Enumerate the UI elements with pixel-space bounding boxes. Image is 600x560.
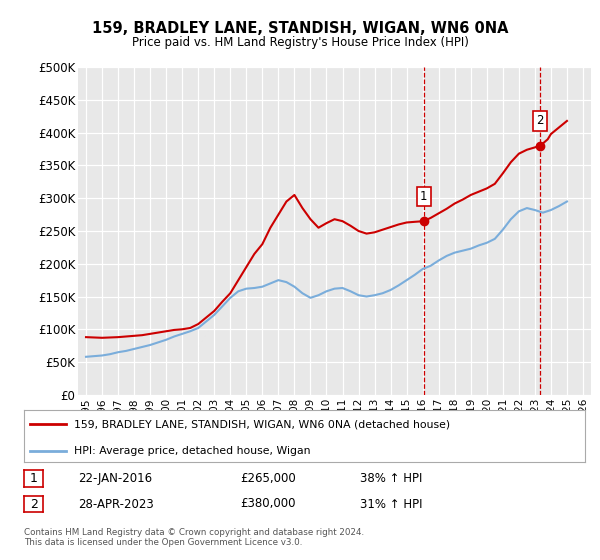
Text: 1: 1 bbox=[420, 190, 427, 203]
Text: Price paid vs. HM Land Registry's House Price Index (HPI): Price paid vs. HM Land Registry's House … bbox=[131, 36, 469, 49]
Text: 1: 1 bbox=[29, 472, 38, 486]
Text: HPI: Average price, detached house, Wigan: HPI: Average price, detached house, Wiga… bbox=[74, 446, 311, 456]
Text: 28-APR-2023: 28-APR-2023 bbox=[78, 497, 154, 511]
Text: 159, BRADLEY LANE, STANDISH, WIGAN, WN6 0NA (detached house): 159, BRADLEY LANE, STANDISH, WIGAN, WN6 … bbox=[74, 419, 451, 430]
Text: 2: 2 bbox=[29, 497, 38, 511]
Text: 31% ↑ HPI: 31% ↑ HPI bbox=[360, 497, 422, 511]
Text: 159, BRADLEY LANE, STANDISH, WIGAN, WN6 0NA: 159, BRADLEY LANE, STANDISH, WIGAN, WN6 … bbox=[92, 21, 508, 36]
Text: 22-JAN-2016: 22-JAN-2016 bbox=[78, 472, 152, 486]
Text: Contains HM Land Registry data © Crown copyright and database right 2024.
This d: Contains HM Land Registry data © Crown c… bbox=[24, 528, 364, 547]
Text: £265,000: £265,000 bbox=[240, 472, 296, 486]
Text: 38% ↑ HPI: 38% ↑ HPI bbox=[360, 472, 422, 486]
Text: £380,000: £380,000 bbox=[240, 497, 296, 511]
Text: 2: 2 bbox=[536, 114, 544, 128]
